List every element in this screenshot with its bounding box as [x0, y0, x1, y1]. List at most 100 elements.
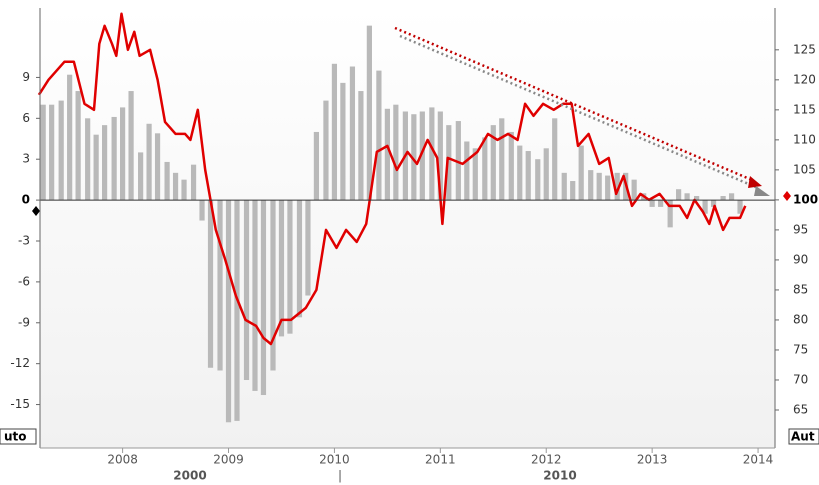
bar	[207, 200, 214, 368]
bar	[393, 104, 399, 201]
bar	[366, 25, 372, 201]
bar	[305, 200, 311, 296]
y2-tick-label: 75	[793, 342, 808, 356]
bar	[667, 200, 673, 228]
bar	[252, 200, 258, 391]
bar	[172, 172, 179, 201]
y2-tick-label: 95	[793, 222, 808, 236]
bar	[85, 118, 91, 201]
bar	[313, 131, 320, 201]
bar	[260, 200, 267, 396]
bar	[525, 151, 531, 201]
bar	[517, 145, 523, 201]
bar	[728, 193, 735, 201]
x-tick-label: 2011	[425, 453, 456, 467]
bar	[67, 74, 73, 201]
mode-button[interactable]	[0, 428, 37, 445]
bar	[419, 111, 425, 201]
bar	[631, 179, 637, 201]
bar	[49, 104, 55, 201]
bar	[58, 100, 64, 201]
x-tick-label: 2009	[213, 453, 244, 467]
y2-tick-label: 70	[793, 372, 808, 386]
bar	[588, 170, 594, 201]
y2-tick-label: 90	[793, 252, 808, 266]
bar	[499, 118, 505, 201]
bar	[164, 161, 170, 201]
bar	[446, 125, 452, 201]
bar	[658, 200, 664, 207]
y-tick-label: -15	[10, 397, 30, 411]
bar	[40, 104, 46, 201]
bar	[120, 107, 126, 201]
bar	[358, 91, 364, 201]
bar	[455, 121, 461, 201]
bar	[508, 131, 514, 201]
bar	[710, 200, 717, 207]
bar	[543, 148, 549, 201]
bar	[349, 66, 356, 201]
bar	[694, 196, 700, 201]
mode-button[interactable]	[788, 428, 819, 445]
bar	[270, 200, 276, 371]
bar	[649, 200, 655, 207]
bar	[128, 91, 134, 201]
bar	[146, 123, 152, 201]
bar	[287, 200, 293, 334]
bar	[676, 189, 682, 201]
y-tick-label: 3	[22, 152, 30, 166]
bar	[411, 114, 417, 201]
trend-arrow	[754, 186, 770, 196]
plot-area	[40, 8, 775, 448]
bar	[464, 141, 470, 201]
bar	[384, 108, 390, 201]
bar	[190, 164, 197, 201]
bar	[75, 91, 81, 201]
bar	[605, 175, 611, 201]
y-tick-label: 9	[22, 70, 30, 84]
trend-arrow	[748, 176, 762, 188]
y-tick-label: -6	[18, 274, 30, 288]
bar	[243, 200, 250, 381]
bar	[234, 200, 240, 421]
marker	[32, 206, 40, 216]
bar	[578, 145, 584, 201]
bar	[181, 179, 187, 201]
bar	[490, 125, 496, 201]
bar	[340, 82, 346, 201]
bar	[102, 125, 108, 201]
bar	[217, 200, 223, 371]
range-label: |	[338, 469, 342, 483]
bar	[552, 118, 558, 201]
y-tick-label: -9	[18, 315, 30, 329]
bar	[737, 200, 743, 214]
y2-tick-label: 105	[793, 162, 816, 176]
y-tick-label: -12	[10, 356, 30, 370]
line	[37, 12, 747, 346]
bar	[720, 196, 726, 201]
y2-tick-label: 100	[793, 192, 818, 206]
bar	[535, 159, 541, 201]
bar	[437, 111, 443, 201]
marker	[783, 191, 791, 201]
x-tick-label: 2008	[107, 453, 138, 467]
mode-label[interactable]: uto	[4, 430, 27, 444]
bar	[154, 133, 161, 201]
bar	[225, 200, 232, 423]
y2-tick-label: 125	[793, 42, 816, 56]
y2-tick-label: 65	[793, 402, 808, 416]
bar	[429, 107, 435, 201]
y2-tick-label: 80	[793, 312, 808, 326]
bar	[296, 200, 303, 318]
range-label: 2010	[543, 469, 576, 483]
bar	[323, 100, 329, 201]
mode-label[interactable]: Aut	[791, 430, 815, 444]
y2-tick-label: 110	[793, 132, 816, 146]
bar	[614, 172, 620, 201]
bar	[331, 63, 338, 201]
range-label: 2000	[173, 469, 206, 483]
bar	[482, 137, 488, 201]
x-tick-label: 2014	[743, 453, 774, 467]
bar	[376, 70, 382, 201]
